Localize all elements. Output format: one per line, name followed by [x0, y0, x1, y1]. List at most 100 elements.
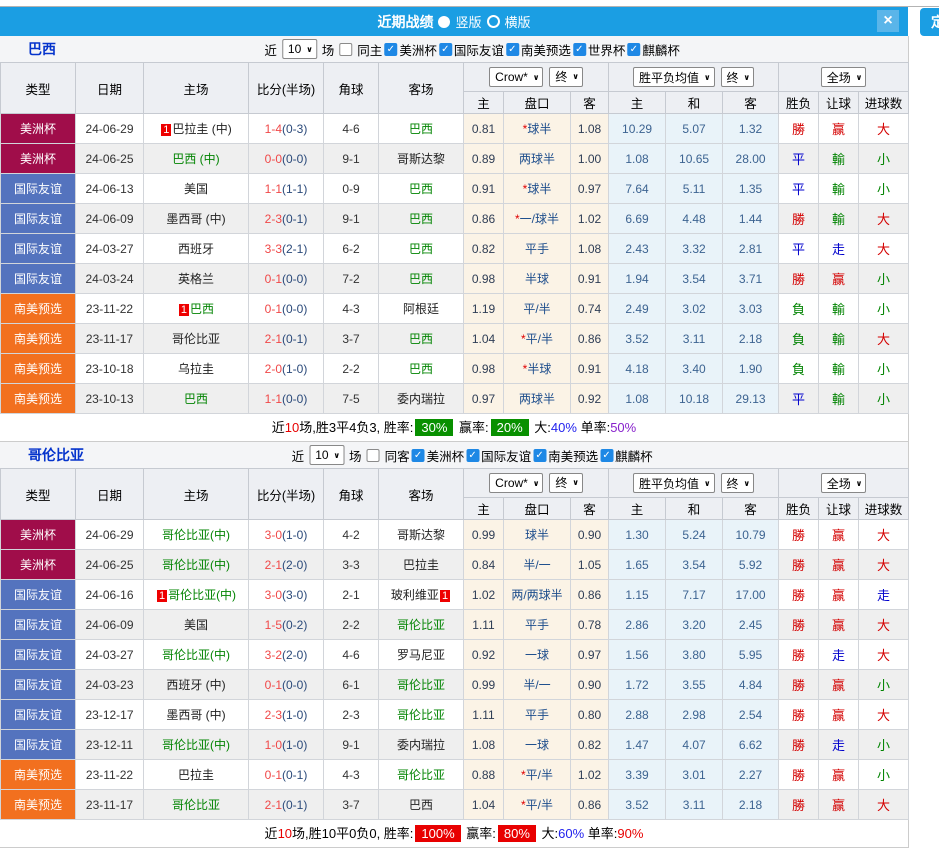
avg-odds-select[interactable]: 胜平负均值 ∨	[633, 67, 715, 87]
cup-checkbox[interactable]: ✓	[411, 448, 425, 462]
handicap-cell: 一球	[503, 639, 571, 670]
handicap-name: 两球半	[518, 392, 555, 406]
handicap-result-cell: 走	[818, 233, 860, 264]
match-count-select[interactable]: 10 ∨	[309, 445, 345, 465]
cup-checkbox[interactable]: ✓	[572, 42, 586, 56]
handicap-result-mark: 赢	[832, 558, 846, 573]
handicap-result-cell: 赢	[818, 263, 860, 294]
score-cell: 3-0(3-0)	[248, 579, 324, 610]
away-odds-cell: 1.08	[569, 113, 610, 144]
avg-draw-cell: 4.07	[665, 729, 724, 760]
away-team-name: 巴西	[408, 212, 433, 226]
vertical-layout-radio[interactable]	[438, 15, 451, 28]
fulltime-score: 0-1	[264, 271, 282, 286]
scope-select[interactable]: 全场 ∨	[820, 67, 867, 87]
avg-home-cell: 4.18	[608, 353, 667, 384]
away-odds-cell: 0.82	[569, 729, 610, 760]
match-count-select-value: 10	[315, 448, 329, 462]
scope-select[interactable]: 全场 ∨	[820, 473, 867, 493]
goals-mark: 大	[877, 708, 891, 723]
fulltime-score: 1-4	[264, 121, 282, 136]
cup-checkbox[interactable]: ✓	[600, 448, 614, 462]
results-table: 类型 日期 主场 比分(半场) 角球 客场 Crow* ∨ 终 ∨ 胜平负均值 ∨ 终 ∨ 全场 ∨ 主盘口客主…	[0, 62, 910, 414]
fulltime-score: 2-3	[264, 707, 282, 722]
away-team-cell: 巴西	[378, 173, 464, 204]
handicap-result-cell: 赢	[818, 579, 860, 610]
date-cell: 24-06-16	[75, 579, 144, 610]
bookmaker-select[interactable]: Crow* ∨	[489, 67, 544, 88]
home-team-cell: 1 巴拉圭 (中)	[143, 113, 249, 144]
away-odds-cell: 1.02	[569, 203, 610, 234]
corners-cell: 6-2	[323, 233, 379, 264]
result-mark: 勝	[792, 678, 806, 693]
corners-cell: 2-2	[323, 353, 379, 384]
away-odds-cell: 0.78	[569, 609, 610, 640]
chevron-down-icon: ∨	[333, 450, 341, 460]
cup-label: 麒麟杯	[615, 449, 653, 464]
pin-button[interactable]: 定	[920, 8, 939, 36]
halftime-score: (0-0)	[282, 677, 308, 692]
close-icon[interactable]: ×	[877, 10, 899, 32]
cup-checkbox[interactable]: ✓	[627, 42, 641, 56]
rate-badge: 20%	[490, 419, 529, 436]
final-odds-select[interactable]: 终 ∨	[549, 66, 583, 87]
cup-checkbox[interactable]: ✓	[438, 42, 452, 56]
vertical-layout-label: 竖版	[455, 15, 482, 30]
type-badge: 南美预选	[0, 293, 76, 324]
final-odds-select[interactable]: 终 ∨	[720, 473, 755, 493]
horizontal-layout-radio[interactable]	[486, 15, 500, 28]
avg-home-cell: 2.88	[608, 699, 667, 730]
same-side-checkbox[interactable]	[339, 42, 353, 56]
avg-home-cell: 10.29	[608, 113, 667, 144]
table-row: 国际友谊 23-12-11 哥伦比亚(中) 1-0(1-0) 9-1 委内瑞拉 1.08 一球…	[0, 729, 910, 760]
cup-checkbox[interactable]: ✓	[466, 448, 480, 462]
corners-cell: 0-9	[323, 173, 379, 204]
sub-column-header: 和	[665, 497, 724, 520]
avg-away-cell: 5.95	[722, 639, 780, 670]
goals-cell: 小	[858, 263, 910, 294]
handicap-result-cell: 赢	[818, 699, 860, 730]
red-card-badge: 1	[156, 590, 168, 602]
cup-label: 南美预选	[548, 449, 599, 464]
away-team-name: 巴西	[408, 332, 433, 346]
avg-odds-select[interactable]: 胜平负均值 ∨	[633, 473, 715, 493]
avg-draw-cell: 3.55	[665, 669, 724, 700]
match-count-select[interactable]: 10 ∨	[281, 39, 317, 59]
handicap-result-mark: 輸	[832, 212, 846, 227]
goals-mark: 小	[877, 182, 891, 197]
date-cell: 24-06-25	[75, 549, 144, 580]
goals-cell: 小	[858, 729, 910, 760]
result-cell: 勝	[778, 699, 820, 730]
away-team-name: 阿根廷	[402, 302, 439, 316]
chevron-down-icon: ∨	[704, 478, 711, 488]
cup-checkbox[interactable]: ✓	[384, 42, 398, 56]
cup-checkbox[interactable]: ✓	[505, 42, 519, 56]
result-cell: 勝	[778, 759, 820, 790]
fulltime-score: 1-5	[264, 617, 282, 632]
avg-group-header: 胜平负均值 ∨ 终 ∨	[608, 468, 780, 498]
date-cell: 24-06-13	[75, 173, 144, 204]
result-cell: 勝	[778, 203, 820, 234]
home-team-name: 墨西哥 (中)	[166, 708, 226, 722]
goals-cell: 小	[858, 759, 910, 790]
final-odds-select[interactable]: 终 ∨	[720, 67, 755, 87]
home-team-name: 哥伦比亚(中)	[162, 558, 230, 572]
handicap-name: 球半	[524, 528, 549, 542]
sub-column-header: 让球	[818, 497, 860, 520]
handicap-cell: 平/半	[503, 293, 571, 324]
bookmaker-select[interactable]: Crow* ∨	[489, 473, 544, 494]
cup-checkbox[interactable]: ✓	[533, 448, 547, 462]
avg-home-cell: 1.15	[608, 579, 667, 610]
avg-away-cell: 10.79	[722, 519, 780, 550]
score-cell: 1-0(1-0)	[248, 729, 324, 760]
sub-column-header: 客	[569, 91, 610, 114]
column-header: 主场	[143, 62, 249, 114]
final-odds-select-value: 终	[726, 476, 739, 491]
fulltime-score: 0-1	[264, 677, 282, 692]
same-side-checkbox[interactable]	[366, 448, 380, 462]
goals-mark: 小	[877, 362, 891, 377]
final-odds-select[interactable]: 终 ∨	[549, 472, 583, 493]
home-team-cell: 哥伦比亚	[143, 789, 249, 820]
handicap-cell: 半球	[503, 263, 571, 294]
halftime-score: (2-1)	[282, 241, 308, 256]
